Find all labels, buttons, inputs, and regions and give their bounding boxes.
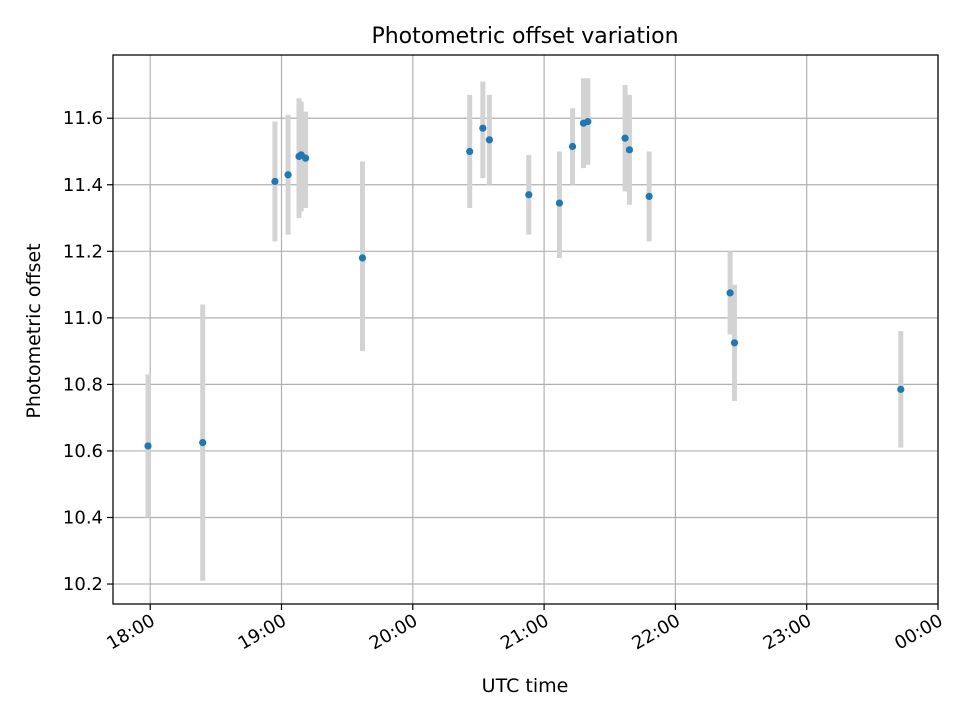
grid (113, 55, 939, 604)
y-tick-label: 11.4 (63, 175, 103, 196)
data-point (525, 191, 533, 199)
data-point (584, 117, 592, 126)
plot-area-frame (112, 54, 939, 605)
data-point (726, 289, 734, 297)
x-axis-label: UTC time (482, 675, 569, 697)
data-point (479, 124, 487, 132)
y-tick-label: 11.2 (63, 241, 103, 262)
data-point (301, 154, 310, 162)
data-points (144, 117, 905, 450)
y-tick-label: 11.0 (63, 308, 103, 329)
data-point (271, 177, 279, 186)
y-tick-label: 10.2 (63, 574, 103, 595)
data-point (897, 385, 905, 393)
data-point (568, 142, 577, 151)
data-point (730, 339, 739, 347)
y-tick-label: 10.8 (63, 374, 103, 395)
data-point (199, 439, 207, 447)
data-point (144, 442, 152, 450)
data-point (621, 134, 629, 142)
y-axis-ticks: 10.2 10.4 10.6 10.8 11.0 11.2 11.4 11.6 (63, 108, 113, 595)
data-point (466, 147, 474, 156)
data-point (284, 171, 292, 179)
data-point (358, 254, 367, 262)
data-point (555, 199, 564, 207)
y-tick-label: 10.6 (63, 441, 103, 462)
y-tick-label: 10.4 (63, 507, 103, 528)
chart-title: Photometric offset variation (371, 24, 678, 49)
y-tick-label: 11.6 (63, 108, 103, 129)
data-point (625, 146, 634, 154)
data-point (485, 136, 493, 144)
y-axis-label: Photometric offset (23, 243, 45, 418)
data-point (645, 192, 653, 201)
